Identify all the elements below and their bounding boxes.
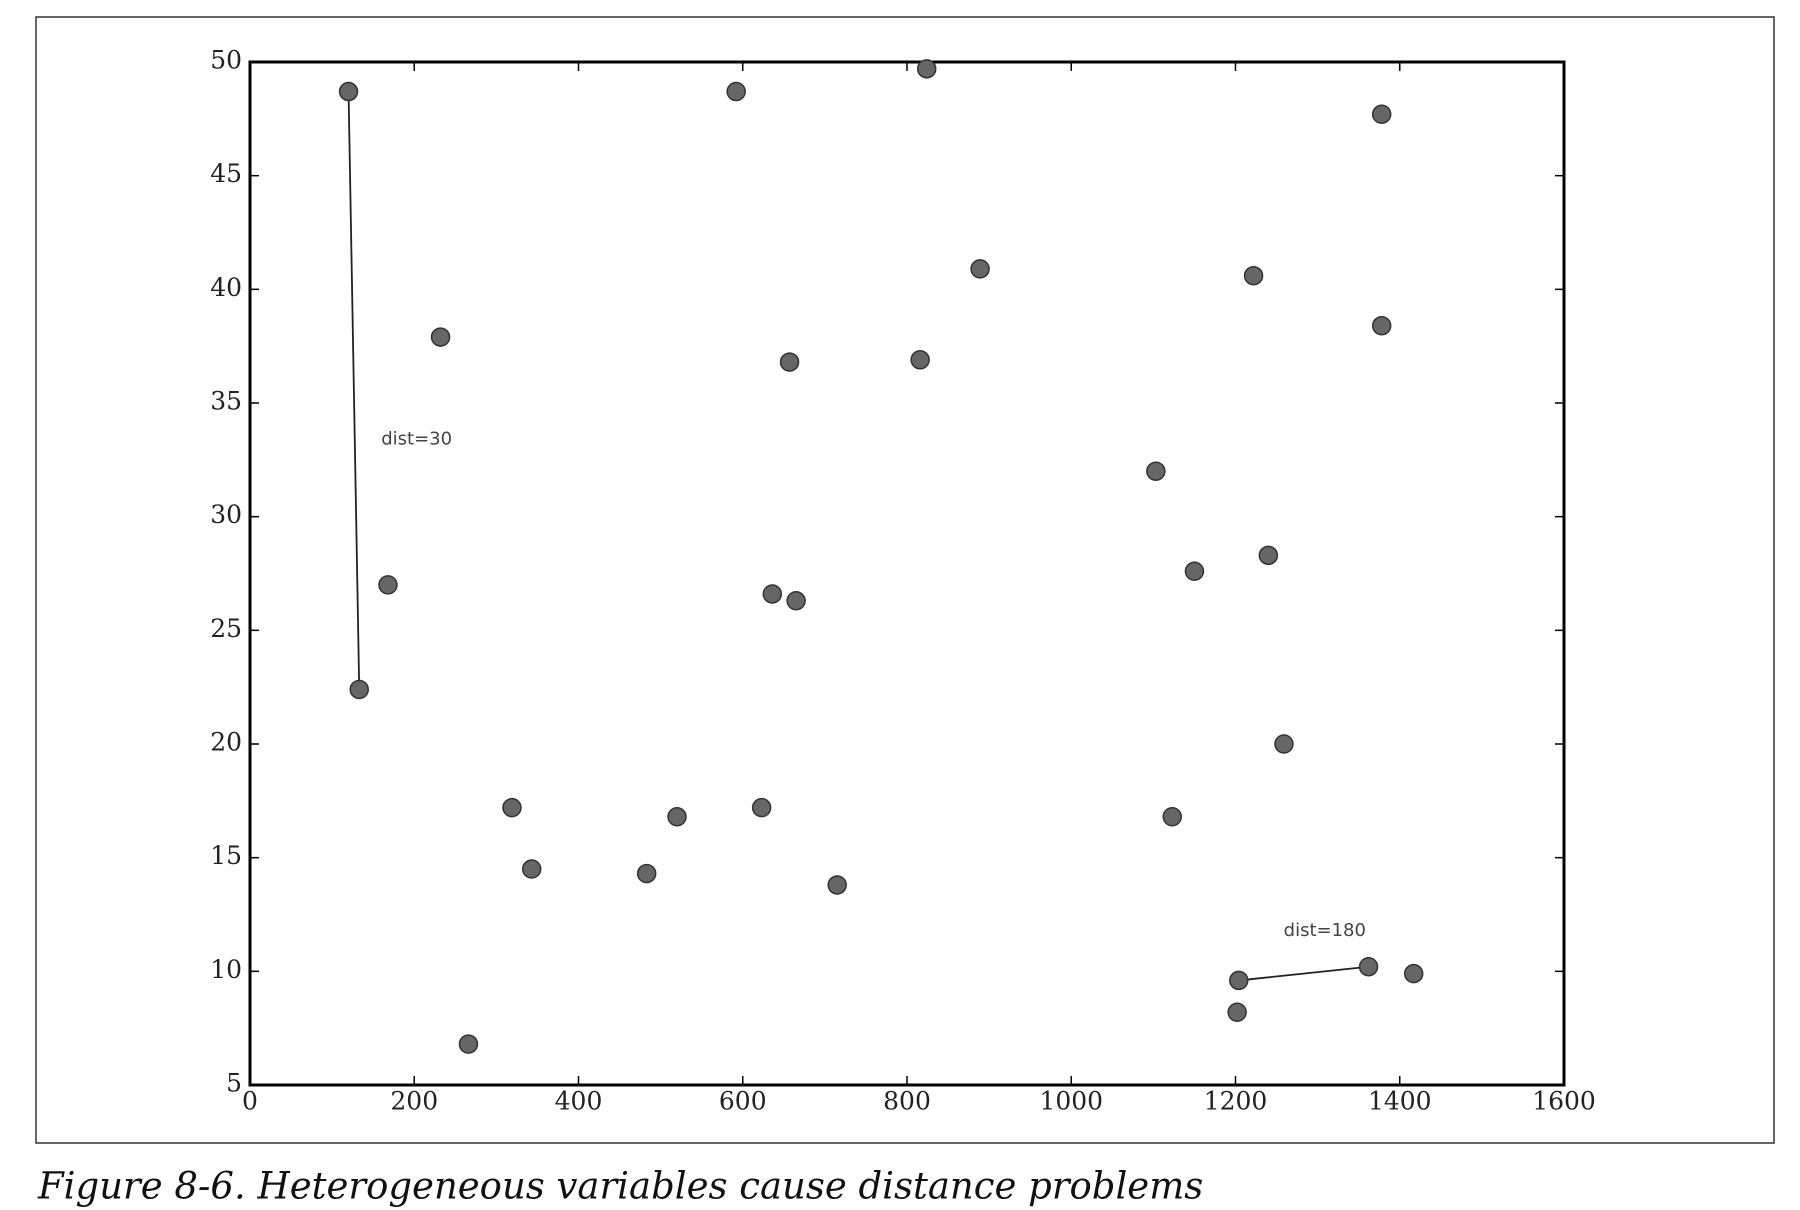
point	[378, 575, 398, 595]
point	[910, 350, 930, 370]
x-tick-label: 1000	[1039, 1087, 1103, 1116]
y-tick-label: 25	[210, 614, 242, 643]
point	[916, 59, 937, 79]
x-tick-label: 200	[390, 1087, 438, 1116]
point	[1227, 1002, 1247, 1023]
point	[1243, 265, 1264, 286]
annotation: dist=30	[381, 428, 452, 449]
point	[667, 806, 687, 827]
point	[1229, 970, 1249, 991]
distance-line	[1238, 965, 1369, 982]
y-tick-label: 40	[210, 273, 242, 302]
y-tick-label: 5	[226, 1069, 242, 1098]
x-tick-label: 600	[719, 1087, 767, 1116]
point	[1274, 734, 1294, 754]
x-tick-label: 800	[883, 1087, 931, 1116]
point	[970, 259, 990, 279]
point	[636, 863, 657, 884]
x-tick-label: 1400	[1368, 1087, 1432, 1116]
point	[1403, 963, 1424, 984]
point	[779, 352, 800, 372]
y-tick-label: 10	[210, 955, 242, 984]
y-tick-label: 35	[210, 387, 242, 416]
x-tick-label: 1600	[1532, 1087, 1596, 1116]
plot-frame	[248, 60, 1566, 1087]
point	[1371, 315, 1392, 336]
point	[762, 584, 783, 604]
distance-line	[347, 91, 361, 690]
point	[1162, 806, 1183, 827]
point	[349, 679, 369, 700]
y-tick-label: 45	[210, 159, 242, 188]
x-tick-label: 400	[555, 1087, 603, 1116]
y-tick-label: 15	[210, 841, 242, 870]
x-tick-label: 0	[242, 1087, 258, 1116]
figure-frame	[35, 16, 1775, 1144]
annotation: dist=180	[1284, 920, 1366, 941]
point	[430, 327, 451, 347]
point	[521, 859, 542, 879]
y-tick-label: 20	[210, 728, 242, 757]
y-tick-label: 50	[210, 46, 242, 75]
point	[751, 797, 772, 818]
point	[1146, 461, 1166, 481]
point	[1358, 957, 1379, 977]
point	[458, 1034, 479, 1054]
point	[726, 81, 746, 102]
caption: Figure 8-6. Heterogeneous variables caus…	[37, 1165, 1203, 1208]
y-tick-label: 30	[210, 500, 242, 529]
point	[1371, 104, 1392, 125]
point	[1184, 561, 1205, 581]
x-tick-label: 1200	[1204, 1087, 1268, 1116]
point	[786, 591, 806, 611]
point	[338, 81, 359, 102]
point	[1258, 545, 1279, 566]
point	[502, 797, 522, 818]
point	[827, 875, 847, 895]
